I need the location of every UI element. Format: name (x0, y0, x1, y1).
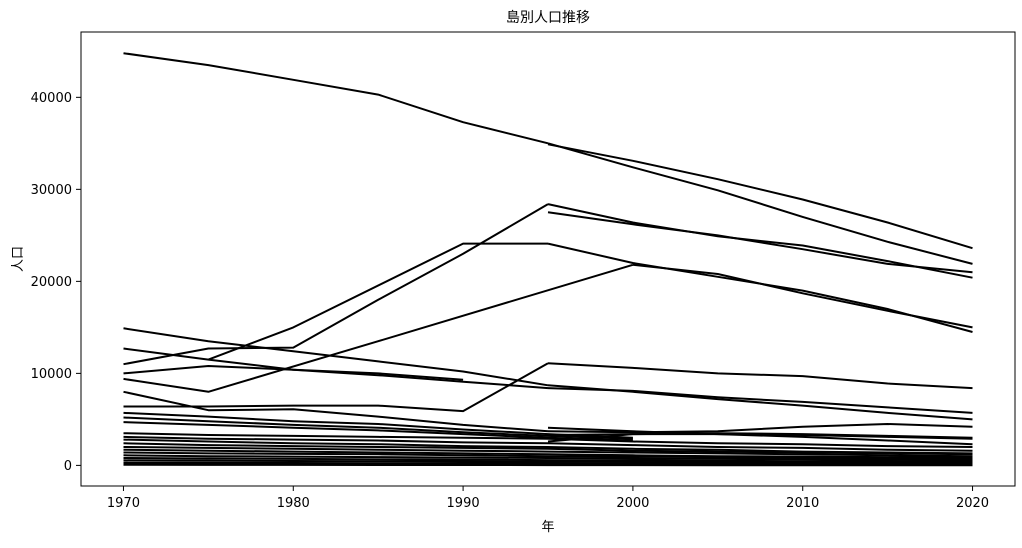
series-line-35 (123, 459, 973, 465)
series-line-15 (123, 365, 464, 381)
series-line-26 (123, 432, 973, 448)
series-line-20 (123, 416, 633, 440)
series-line-29 (123, 442, 973, 456)
plot-frame (80, 31, 1016, 487)
y-tick-label: 0 (64, 459, 72, 474)
series-line-18 (123, 390, 549, 433)
series-line-34 (123, 457, 973, 463)
x-tick-label: 1980 (277, 496, 310, 511)
series-line-6 (547, 211, 973, 274)
x-tick-label: 1990 (447, 496, 480, 511)
series-line-14 (547, 387, 973, 414)
x-axis-ticks: 1970 1980 1990 2000 2010 2020 (107, 486, 989, 511)
x-tick-label: 2020 (956, 496, 989, 511)
y-tick-label: 10000 (31, 367, 72, 382)
series-line-32 (123, 451, 973, 460)
series-line-4 (123, 203, 549, 366)
series-lines (123, 52, 973, 467)
series-line-23 (547, 423, 973, 434)
series-line-25 (547, 433, 973, 443)
y-tick-label: 30000 (31, 183, 72, 198)
series-line-17 (547, 362, 973, 390)
series-line-30 (123, 446, 973, 458)
series-line-2 (547, 142, 973, 265)
series-line-8 (547, 242, 973, 333)
series-line-7 (208, 242, 548, 361)
series-line-11 (123, 327, 549, 387)
series-line-9 (123, 263, 634, 393)
chart-title: 島別人口推移 (506, 10, 590, 26)
x-tick-label: 2000 (616, 496, 649, 511)
series-line-31 (123, 448, 973, 459)
y-axis-label: 人口 (11, 246, 26, 272)
series-line-33 (123, 454, 973, 462)
series-line-5 (547, 203, 973, 279)
x-tick-label: 2010 (786, 496, 819, 511)
x-axis-label: 年 (541, 520, 554, 535)
series-line-10 (632, 263, 973, 329)
series-line-1 (123, 52, 549, 145)
x-tick-label: 1970 (107, 496, 140, 511)
series-line-38 (123, 463, 973, 467)
series-line-27 (123, 435, 973, 452)
y-tick-label: 40000 (31, 91, 72, 106)
y-tick-label: 20000 (31, 275, 72, 290)
series-line-16 (123, 362, 549, 413)
series-line-3 (547, 143, 973, 250)
y-axis-ticks: 0 10000 20000 30000 40000 (31, 91, 81, 474)
